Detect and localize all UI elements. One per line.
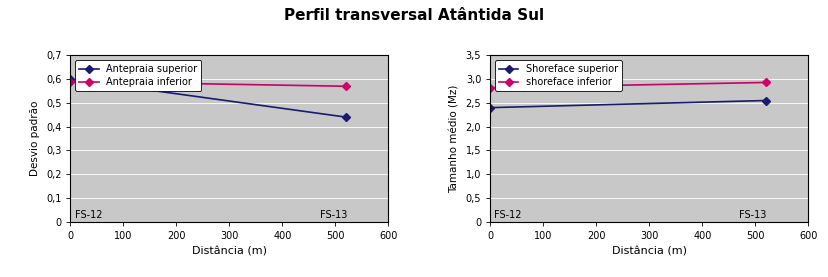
Y-axis label: Tamanho médio (Mz): Tamanho médio (Mz)	[450, 84, 460, 193]
Text: Perfil transversal Atântida Sul: Perfil transversal Atântida Sul	[284, 8, 544, 23]
Legend: Shoreface superior, shoreface inferior: Shoreface superior, shoreface inferior	[494, 60, 622, 91]
Text: FS-13: FS-13	[739, 210, 766, 220]
Text: FS-12: FS-12	[493, 210, 522, 220]
X-axis label: Distância (m): Distância (m)	[611, 246, 686, 256]
X-axis label: Distância (m): Distância (m)	[192, 246, 267, 256]
Text: FS-13: FS-13	[320, 210, 347, 220]
Legend: Antepraia superior, Antepraia inferior: Antepraia superior, Antepraia inferior	[75, 60, 201, 91]
Y-axis label: Desvio padrão: Desvio padrão	[31, 101, 41, 176]
Text: FS-12: FS-12	[75, 210, 102, 220]
